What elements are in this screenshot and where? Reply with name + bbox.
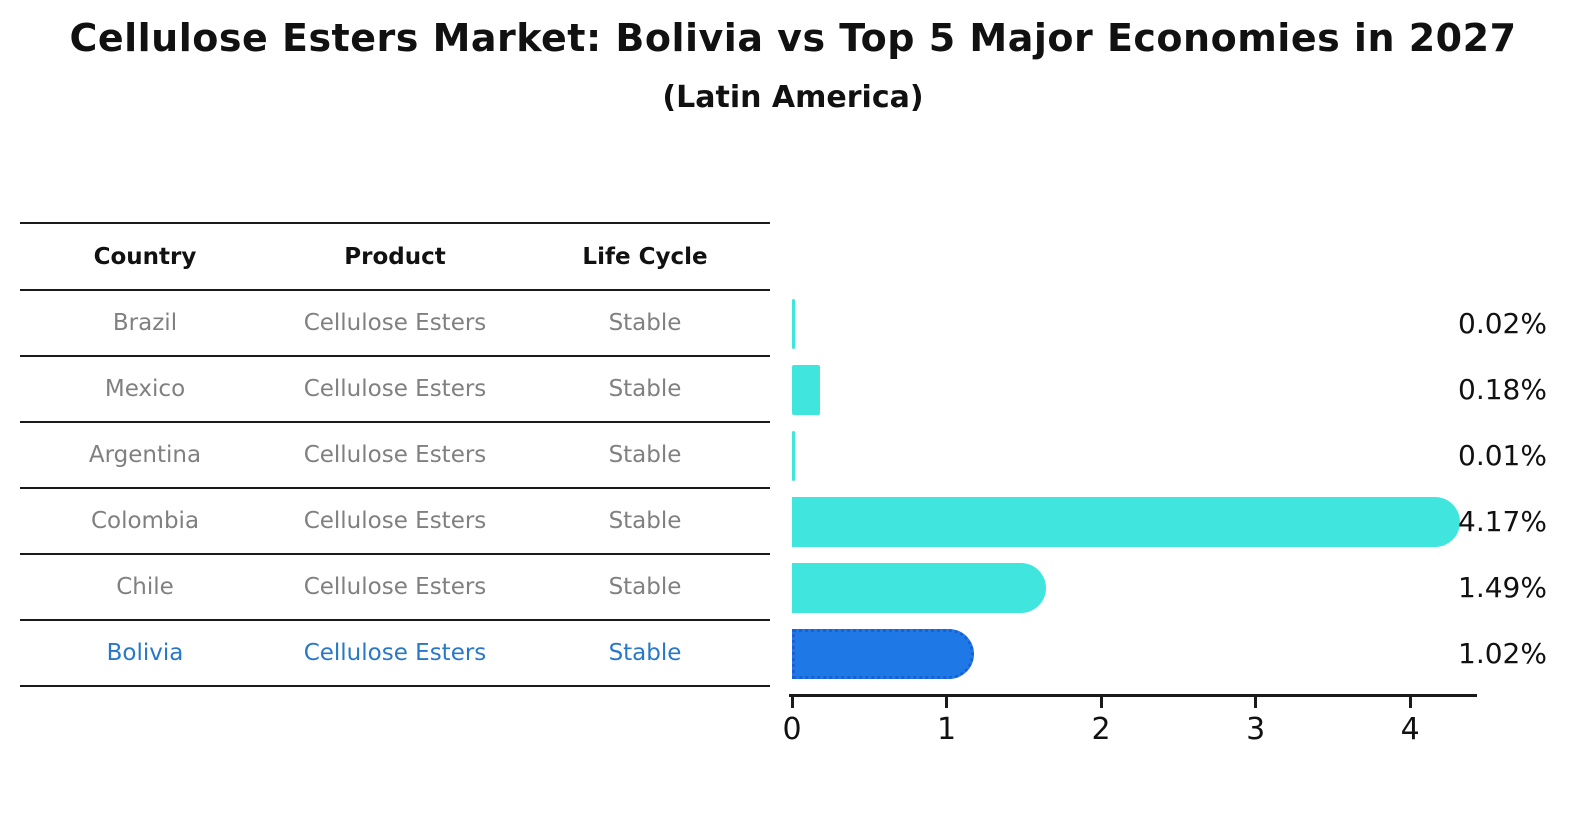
x-axis-tick-label: 3	[1246, 712, 1266, 747]
table-row: Chile Cellulose Esters Stable	[20, 555, 770, 621]
bar	[792, 431, 795, 481]
product-cell: Cellulose Esters	[303, 508, 487, 534]
x-axis-tick	[1099, 697, 1103, 708]
table-row: Brazil Cellulose Esters Stable	[20, 291, 770, 357]
product-cell: Cellulose Esters	[303, 574, 487, 600]
table-row: Bolivia Cellulose Esters Stable	[20, 621, 770, 687]
bar-value-label: 0.01%	[1458, 439, 1547, 472]
x-axis-line	[789, 694, 1477, 697]
bar	[792, 497, 1461, 547]
product-cell: Cellulose Esters	[303, 376, 487, 402]
header-country: Country	[93, 243, 197, 270]
table-row: Argentina Cellulose Esters Stable	[20, 423, 770, 489]
x-axis-tick-label: 0	[782, 712, 802, 747]
chart-subtitle: (Latin America)	[662, 80, 924, 115]
bar	[792, 629, 974, 679]
life-cycle-cell: Stable	[608, 442, 682, 468]
table-row: Colombia Cellulose Esters Stable	[20, 489, 770, 555]
country-cell: Chile	[116, 574, 174, 600]
table-header-row: Country Product Life Cycle	[20, 224, 770, 291]
product-cell: Cellulose Esters	[303, 442, 487, 468]
table-body: Brazil Cellulose Esters Stable Mexico Ce…	[20, 291, 770, 687]
life-cycle-cell: Stable	[608, 574, 682, 600]
x-axis-tick-label: 1	[936, 712, 957, 747]
x-axis-tick	[1408, 697, 1412, 708]
bar-value-label: 1.49%	[1458, 571, 1547, 604]
country-cell: Argentina	[88, 442, 202, 468]
header-life-cycle: Life Cycle	[582, 243, 708, 270]
life-cycle-cell: Stable	[608, 376, 682, 402]
x-axis-tick-label: 4	[1400, 712, 1420, 747]
product-cell: Cellulose Esters	[303, 310, 487, 336]
country-table: Country Product Life Cycle Brazil Cellul…	[20, 222, 770, 687]
bar-value-label: 4.17%	[1458, 505, 1547, 538]
country-cell: Mexico	[104, 376, 186, 402]
country-cell: Brazil	[112, 310, 178, 336]
table-row: Mexico Cellulose Esters Stable	[20, 357, 770, 423]
x-axis-tick	[790, 697, 794, 708]
chart-title: Cellulose Esters Market: Bolivia vs Top …	[69, 16, 1517, 60]
product-cell: Cellulose Esters	[303, 640, 487, 666]
life-cycle-cell: Stable	[608, 310, 682, 336]
bar-chart: 0.02% 0.18% 0.01% 4.17% 1.49% 1.02% 0 1 2 3 4	[782, 222, 1586, 782]
country-cell: Bolivia	[106, 640, 184, 666]
bar	[792, 299, 796, 349]
country-cell: Colombia	[90, 508, 200, 534]
x-axis-tick	[945, 697, 949, 708]
bar-value-label: 0.02%	[1458, 307, 1547, 340]
bar-value-label: 0.18%	[1458, 373, 1547, 406]
life-cycle-cell: Stable	[608, 508, 682, 534]
bar	[792, 563, 1047, 613]
life-cycle-cell: Stable	[608, 640, 682, 666]
x-axis-tick-label: 2	[1091, 712, 1111, 747]
bar-value-label: 1.02%	[1458, 637, 1547, 670]
x-axis-tick	[1254, 697, 1258, 708]
header-product: Product	[344, 243, 446, 270]
bar	[792, 365, 820, 415]
